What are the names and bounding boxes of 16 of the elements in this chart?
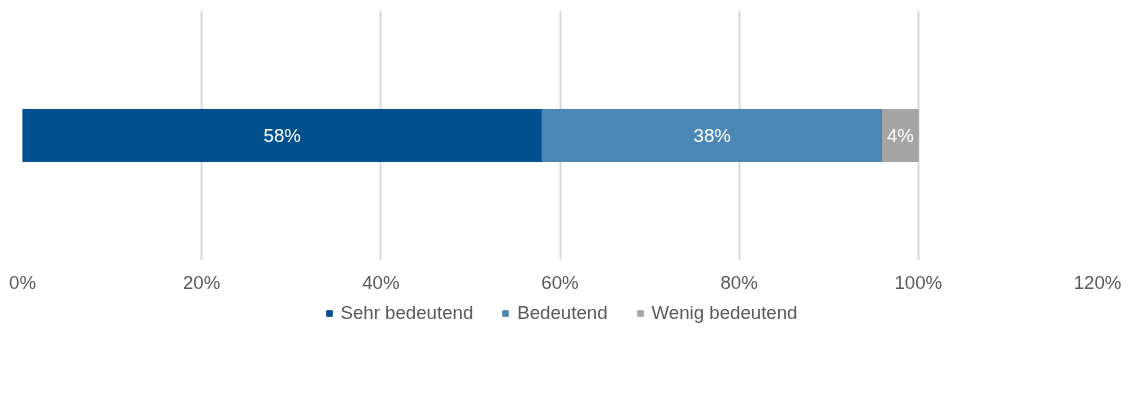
x-tick-label: 60% <box>541 271 579 293</box>
bar <box>22 108 543 163</box>
x-tick-label: 100% <box>894 271 943 293</box>
data-label: 58% <box>263 125 301 146</box>
x-tick-label: 20% <box>183 271 221 293</box>
x-tick-label: 80% <box>720 271 758 293</box>
legend-label: Sehr bedeutend <box>340 302 474 324</box>
data-label: 38% <box>693 125 731 146</box>
legend-label: Bedeutend <box>517 302 608 324</box>
data-label: 4% <box>886 125 914 146</box>
bar <box>541 108 883 163</box>
x-tick-label: 40% <box>362 271 400 293</box>
legend-label: Wenig bedeutend <box>651 302 798 324</box>
bar <box>882 108 919 163</box>
x-tick-label: 0% <box>9 271 36 293</box>
x-tick-label: 120% <box>1073 271 1122 293</box>
